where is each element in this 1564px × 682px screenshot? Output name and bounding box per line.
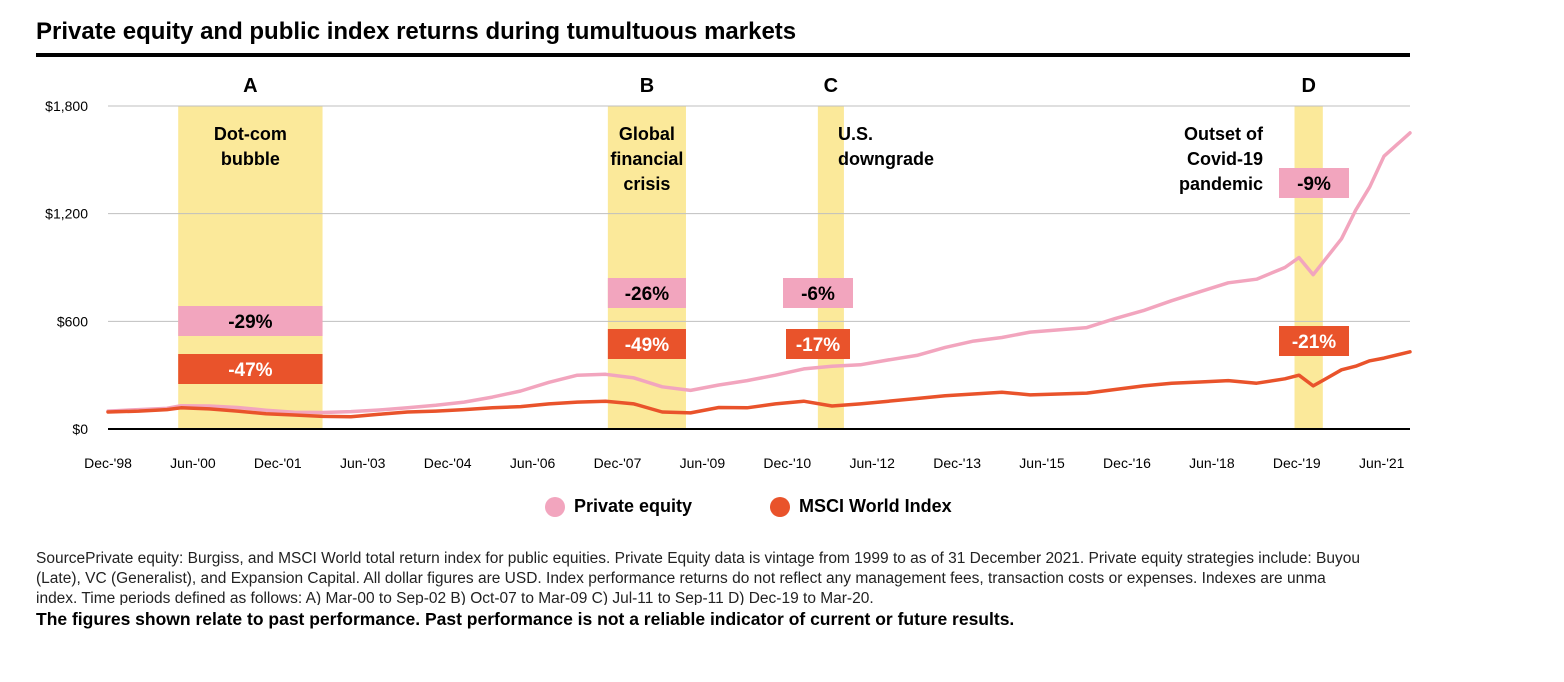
- period-band-c: [817, 106, 844, 429]
- x-tick-label: Jun-'18: [1189, 455, 1235, 471]
- source-footnote: SourcePrivate equity: Burgiss, and MSCI …: [36, 549, 1564, 605]
- private-equity-change-badge: [783, 278, 853, 308]
- msci-change-badge-label: -49%: [625, 335, 669, 356]
- grid-lines: [108, 105, 1410, 322]
- private-equity-change-badge-label: -29%: [228, 312, 272, 333]
- y-tick-label: $600: [57, 313, 88, 329]
- legend-item-msci: MSCI World Index: [770, 496, 952, 517]
- msci-swatch: [770, 496, 790, 517]
- private-equity-change-badge: [607, 278, 686, 308]
- x-tick-label: Jun-'09: [680, 455, 726, 471]
- period-labels: A Dot-com bubble -29% -47% B Global financial cr…: [178, 75, 1349, 384]
- performance-disclaimer: The figures shown relate to past perform…: [36, 609, 1015, 629]
- x-tick-label: Jun-'00: [170, 455, 216, 471]
- y-tick-label: $1,200: [45, 206, 88, 222]
- msci-change-badge-label: -47%: [228, 360, 272, 381]
- title-rule: [36, 53, 1410, 57]
- period-name-c: downgrade: [838, 149, 934, 169]
- x-tick-label: Dec-'07: [594, 455, 642, 471]
- period-letter-d: D: [1301, 75, 1315, 97]
- y-tick-label: $1,800: [45, 98, 88, 114]
- x-tick-label: Dec-'04: [424, 455, 472, 471]
- chart-plot: A Dot-com bubble -29% -47% B Global financial cr…: [45, 75, 1412, 471]
- x-tick-label: Jun-'21: [1359, 455, 1405, 471]
- footnote-line: (Late), VC (Generalist), and Expansion C…: [36, 570, 1326, 587]
- footnote-line: index. Time periods defined as follows: …: [36, 590, 874, 605]
- period-letter-a: A: [243, 75, 257, 97]
- legend-label-msci: MSCI World Index: [799, 496, 952, 516]
- msci-change-badge: [1279, 326, 1349, 356]
- x-tick-label: Dec-'16: [1103, 455, 1151, 471]
- legend-label-private-equity: Private equity: [574, 496, 693, 516]
- private-equity-change-badge-label: -9%: [1297, 174, 1331, 195]
- period-name-a: bubble: [221, 149, 280, 169]
- x-tick-label: Dec-'98: [84, 455, 132, 471]
- private-equity-change-badge-label: -6%: [801, 284, 835, 305]
- period-name-d: pandemic: [1179, 174, 1263, 194]
- period-name-d: Covid-19: [1187, 149, 1263, 169]
- period-name-b: Global: [619, 124, 675, 144]
- msci-world-line: [106, 350, 1412, 419]
- chart-title: Private equity and public index returns …: [36, 18, 797, 45]
- period-letter-c: C: [824, 75, 838, 97]
- axis-labels: $0 $600 $1,200 $1,800 Dec-'98 Jun-'00 Dec-'01 J…: [45, 98, 1410, 471]
- period-name-d: Outset of: [1184, 124, 1264, 144]
- msci-change-badge-label: -21%: [1292, 332, 1336, 353]
- period-name-b: financial: [610, 149, 683, 169]
- private-equity-change-badge: [1279, 168, 1349, 198]
- x-tick-label: Jun-'06: [510, 455, 556, 471]
- period-name-b: crisis: [623, 174, 670, 194]
- x-tick-label: Dec-'19: [1273, 455, 1321, 471]
- private-equity-swatch: [545, 496, 565, 517]
- y-tick-label: $0: [72, 421, 88, 437]
- period-name-c: U.S.: [838, 124, 873, 144]
- period-letter-b: B: [640, 75, 654, 97]
- x-tick-label: Jun-'12: [849, 455, 895, 471]
- msci-change-badge-label: -17%: [796, 335, 840, 356]
- msci-change-badge: [607, 329, 686, 359]
- msci-change-badge: [786, 329, 850, 359]
- private-equity-change-badge: [178, 306, 323, 336]
- msci-change-badge: [178, 354, 323, 384]
- x-tick-label: Dec-'01: [254, 455, 302, 471]
- private-equity-line: [106, 131, 1412, 415]
- legend-item-private-equity: Private equity: [545, 496, 692, 517]
- footnote-line: SourcePrivate equity: Burgiss, and MSCI …: [36, 550, 1360, 567]
- x-tick-label: Dec-'10: [763, 455, 811, 471]
- private-equity-change-badge-label: -26%: [625, 284, 669, 305]
- x-tick-label: Jun-'03: [340, 455, 386, 471]
- series-lines: [106, 131, 1412, 419]
- x-tick-label: Jun-'15: [1019, 455, 1065, 471]
- x-tick-label: Dec-'13: [933, 455, 981, 471]
- period-name-a: Dot-com: [214, 124, 287, 144]
